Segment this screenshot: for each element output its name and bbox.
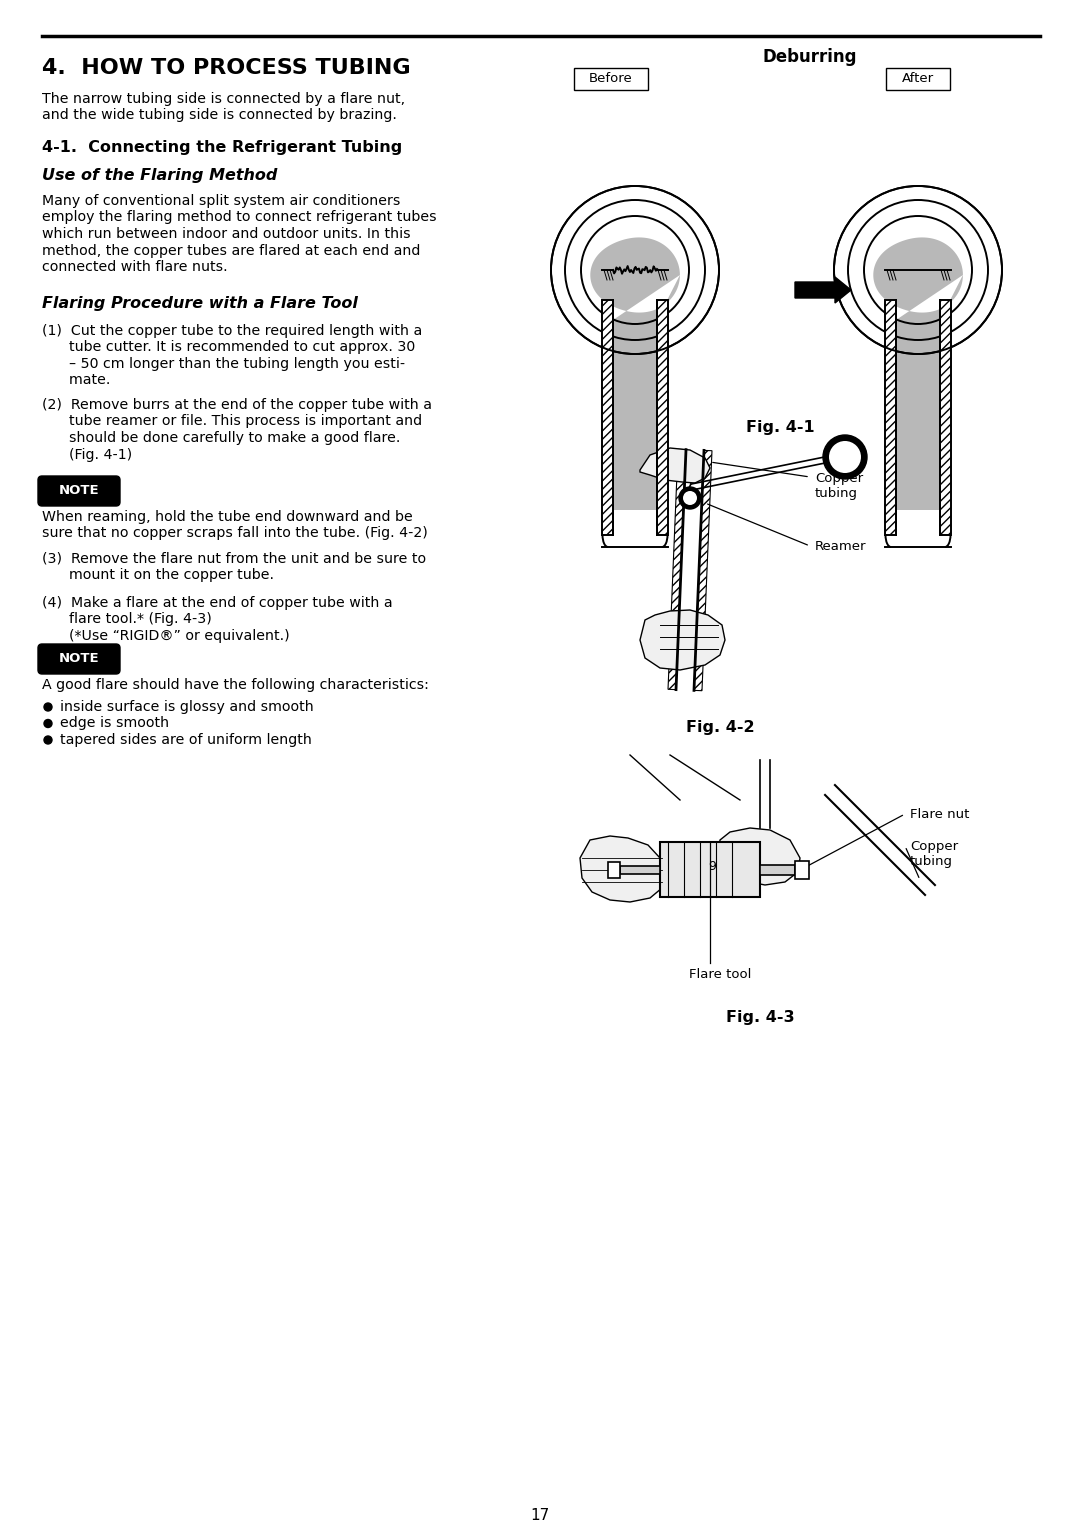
Bar: [573, 69, 648, 90]
Circle shape: [683, 490, 697, 504]
Text: Use of the Flaring Method: Use of the Flaring Method: [42, 168, 278, 183]
Text: Many of conventional split system air conditioners: Many of conventional split system air co…: [42, 194, 401, 208]
Text: should be done carefully to make a good flare.: should be done carefully to make a good …: [42, 431, 401, 445]
Bar: [657, 299, 669, 535]
FancyBboxPatch shape: [38, 643, 120, 674]
Text: Flare nut: Flare nut: [910, 808, 970, 821]
FancyBboxPatch shape: [38, 477, 120, 506]
Text: which run between indoor and outdoor units. In this: which run between indoor and outdoor uni…: [42, 228, 410, 241]
Text: tube cutter. It is recommended to cut approx. 30: tube cutter. It is recommended to cut ap…: [42, 341, 415, 354]
Bar: [886, 69, 950, 90]
Polygon shape: [718, 828, 800, 885]
Text: Before: Before: [589, 72, 633, 86]
Bar: [608, 862, 620, 879]
Text: method, the copper tubes are flared at each end and: method, the copper tubes are flared at e…: [42, 243, 420, 258]
Text: Fig. 4-3: Fig. 4-3: [726, 1010, 794, 1025]
Text: The narrow tubing side is connected by a flare nut,: The narrow tubing side is connected by a…: [42, 92, 405, 105]
Text: (2)  Remove burrs at the end of the copper tube with a: (2) Remove burrs at the end of the coppe…: [42, 397, 432, 413]
Bar: [660, 842, 760, 897]
Bar: [795, 860, 809, 879]
Polygon shape: [874, 237, 963, 510]
FancyArrow shape: [795, 277, 851, 303]
Text: Copper
tubing: Copper tubing: [815, 472, 863, 500]
Text: Copper
tubing: Copper tubing: [910, 840, 958, 868]
Text: NOTE: NOTE: [58, 652, 99, 666]
Text: connected with flare nuts.: connected with flare nuts.: [42, 260, 228, 274]
Bar: [760, 865, 795, 876]
Bar: [940, 299, 951, 535]
Text: sure that no copper scraps fall into the tube. (Fig. 4-2): sure that no copper scraps fall into the…: [42, 527, 428, 541]
Text: 9: 9: [708, 860, 716, 874]
Text: inside surface is glossy and smooth: inside surface is glossy and smooth: [60, 700, 314, 714]
Circle shape: [551, 186, 719, 354]
Text: (4)  Make a flare at the end of copper tube with a: (4) Make a flare at the end of copper tu…: [42, 596, 393, 610]
Polygon shape: [640, 448, 710, 483]
Text: Flaring Procedure with a Flare Tool: Flaring Procedure with a Flare Tool: [42, 296, 357, 312]
Text: Fig. 4-2: Fig. 4-2: [686, 720, 754, 735]
Text: and the wide tubing side is connected by brazing.: and the wide tubing side is connected by…: [42, 108, 396, 122]
Bar: [602, 299, 613, 535]
Circle shape: [679, 487, 701, 509]
Text: – 50 cm longer than the tubing length you esti-: – 50 cm longer than the tubing length yo…: [42, 358, 405, 371]
Text: NOTE: NOTE: [58, 484, 99, 498]
Text: mate.: mate.: [42, 373, 110, 388]
Text: (1)  Cut the copper tube to the required length with a: (1) Cut the copper tube to the required …: [42, 324, 422, 338]
Text: employ the flaring method to connect refrigerant tubes: employ the flaring method to connect ref…: [42, 211, 436, 225]
Text: Deburring: Deburring: [762, 47, 858, 66]
Text: (*Use “RIGID®” or equivalent.): (*Use “RIGID®” or equivalent.): [42, 630, 289, 643]
Polygon shape: [640, 610, 725, 669]
Text: When reaming, hold the tube end downward and be: When reaming, hold the tube end downward…: [42, 510, 413, 524]
Polygon shape: [591, 237, 680, 510]
Text: After: After: [902, 72, 934, 86]
Text: Reamer: Reamer: [815, 539, 866, 553]
Polygon shape: [694, 451, 712, 691]
Circle shape: [829, 442, 861, 474]
Circle shape: [44, 736, 52, 744]
Text: edge is smooth: edge is smooth: [60, 717, 170, 730]
Text: Flare tool: Flare tool: [689, 969, 752, 981]
Text: 17: 17: [530, 1508, 550, 1523]
Text: Fig. 4-1: Fig. 4-1: [745, 420, 814, 435]
Text: tube reamer or file. This process is important and: tube reamer or file. This process is imp…: [42, 414, 422, 428]
Circle shape: [44, 720, 52, 727]
Text: flare tool.* (Fig. 4-3): flare tool.* (Fig. 4-3): [42, 613, 212, 626]
Circle shape: [823, 435, 867, 478]
Text: 4.  HOW TO PROCESS TUBING: 4. HOW TO PROCESS TUBING: [42, 58, 410, 78]
Polygon shape: [669, 449, 686, 689]
Polygon shape: [580, 836, 665, 902]
Text: tapered sides are of uniform length: tapered sides are of uniform length: [60, 733, 312, 747]
Bar: [620, 866, 660, 874]
Bar: [885, 299, 896, 535]
Text: 4-1.  Connecting the Refrigerant Tubing: 4-1. Connecting the Refrigerant Tubing: [42, 141, 402, 154]
Circle shape: [44, 703, 52, 711]
Circle shape: [834, 186, 1002, 354]
Text: (Fig. 4-1): (Fig. 4-1): [42, 448, 132, 461]
Text: mount it on the copper tube.: mount it on the copper tube.: [42, 568, 274, 582]
Text: (3)  Remove the flare nut from the unit and be sure to: (3) Remove the flare nut from the unit a…: [42, 552, 427, 565]
Text: A good flare should have the following characteristics:: A good flare should have the following c…: [42, 678, 429, 692]
